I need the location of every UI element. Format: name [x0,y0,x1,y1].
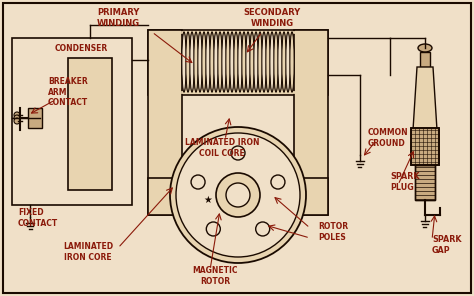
Ellipse shape [234,32,238,92]
Ellipse shape [266,32,270,92]
Bar [68,58,112,190]
Bar [294,30,328,215]
Ellipse shape [254,32,258,92]
Ellipse shape [206,32,210,92]
Bar [148,30,328,95]
Ellipse shape [286,32,290,92]
Ellipse shape [214,32,218,92]
Text: LAMINATED
IRON CORE: LAMINATED IRON CORE [63,242,113,262]
Circle shape [206,222,220,236]
Text: SPARK
PLUG: SPARK PLUG [390,172,419,192]
Bar [148,30,182,215]
Circle shape [216,173,260,217]
Circle shape [226,183,250,207]
Text: SPARK
GAP: SPARK GAP [432,235,462,255]
Polygon shape [411,128,439,165]
Circle shape [191,175,205,189]
Polygon shape [415,165,435,200]
Ellipse shape [210,32,214,92]
Text: ★: ★ [204,195,212,205]
Circle shape [271,175,285,189]
Circle shape [176,133,300,257]
Bar [420,52,430,67]
Ellipse shape [250,32,254,92]
Polygon shape [413,67,437,130]
Circle shape [255,222,270,236]
Text: FIXED
CONTACT: FIXED CONTACT [18,208,58,228]
Ellipse shape [418,44,432,52]
Bar [12,38,132,205]
Text: LAMINATED IRON
COIL CORE: LAMINATED IRON COIL CORE [185,138,259,158]
Circle shape [14,115,20,121]
Ellipse shape [198,32,202,92]
Ellipse shape [258,32,262,92]
Text: COMMON
GROUND: COMMON GROUND [368,128,409,148]
Ellipse shape [282,32,286,92]
Ellipse shape [222,32,226,92]
Ellipse shape [274,32,278,92]
Bar [28,108,42,128]
Ellipse shape [226,32,230,92]
Bar [148,178,328,215]
Ellipse shape [186,32,190,92]
Ellipse shape [202,32,206,92]
Ellipse shape [194,32,198,92]
Ellipse shape [238,32,242,92]
Circle shape [170,127,306,263]
Text: CONDENSER: CONDENSER [55,44,108,52]
Ellipse shape [242,32,246,92]
Ellipse shape [182,32,186,92]
Ellipse shape [230,32,234,92]
Ellipse shape [270,32,274,92]
Ellipse shape [190,32,194,92]
Ellipse shape [262,32,266,92]
Text: ROTOR
POLES: ROTOR POLES [318,222,348,242]
Ellipse shape [246,32,250,92]
Circle shape [14,118,20,124]
Ellipse shape [218,32,222,92]
Ellipse shape [278,32,282,92]
Circle shape [231,146,245,160]
Text: BREAKER
ARM
CONTACT: BREAKER ARM CONTACT [48,77,88,107]
Text: MAGNETIC
ROTOR: MAGNETIC ROTOR [192,266,238,286]
Text: SECONDARY
WINDING: SECONDARY WINDING [243,8,301,28]
Text: PRIMARY
WINDING: PRIMARY WINDING [96,8,139,28]
Circle shape [14,112,20,118]
Ellipse shape [290,32,294,92]
